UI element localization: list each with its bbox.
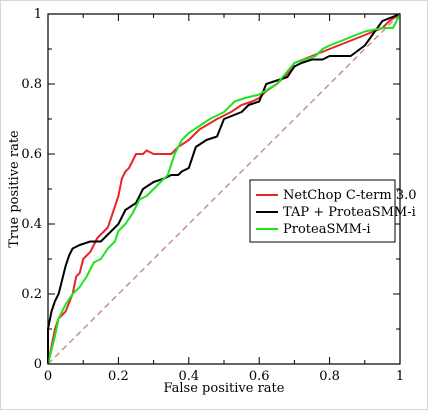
y-tick-label: 0.6 bbox=[21, 147, 42, 162]
legend: NetChop C-term 3.0 TAP + ProteaSMM-i Prote… bbox=[249, 179, 417, 243]
axis-ticks: 0 0.2 0.4 0.6 0.8 1 0 0.2 0.4 0.6 0.8 1 bbox=[21, 7, 404, 384]
y-axis-label: True positive rate bbox=[7, 130, 22, 248]
legend-label-0: NetChop C-term 3.0 bbox=[283, 188, 417, 203]
x-axis-label: False positive rate bbox=[164, 381, 285, 396]
y-tick-label: 0.4 bbox=[21, 217, 42, 232]
legend-label-2: ProteaSMM-i bbox=[283, 222, 371, 237]
x-tick-label: 0.6 bbox=[249, 369, 270, 384]
y-tick-label: 1 bbox=[34, 7, 42, 22]
series-line-1 bbox=[47, 13, 401, 364]
x-tick-label: 0.2 bbox=[108, 369, 129, 384]
x-tick-label: 0 bbox=[44, 369, 52, 384]
x-tick-label: 1 bbox=[396, 369, 404, 384]
y-tick-label: 0 bbox=[34, 357, 42, 372]
series-line-2 bbox=[47, 13, 401, 365]
diagonal-reference-line bbox=[47, 13, 401, 365]
legend-label-1: TAP + ProteaSMM-i bbox=[283, 205, 416, 220]
x-tick-label: 0.8 bbox=[319, 369, 340, 384]
x-tick-label: 0.4 bbox=[178, 369, 199, 384]
y-tick-label: 0.2 bbox=[21, 287, 42, 302]
y-tick-label: 0.8 bbox=[21, 77, 42, 92]
